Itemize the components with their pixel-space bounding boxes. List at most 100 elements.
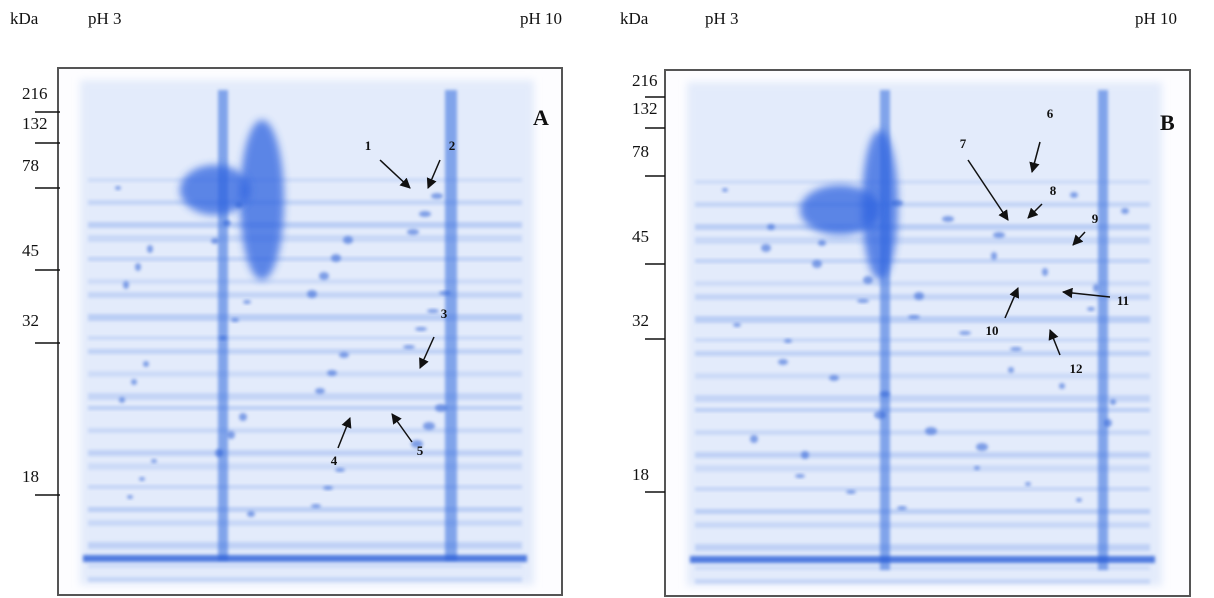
spot-number: 9 (1092, 211, 1099, 226)
gel-band (695, 338, 1150, 342)
gel-streak (880, 90, 890, 570)
gel-band (88, 507, 522, 512)
gel-spot (151, 459, 157, 463)
gel-spot (1093, 284, 1099, 292)
mw-marker-label: 132 (632, 99, 658, 118)
gel-spot (335, 468, 345, 472)
gel-spot (339, 352, 349, 358)
gel-band (695, 180, 1150, 184)
spot-arrow (1027, 203, 1043, 219)
gel-spot (846, 490, 856, 494)
gel-front (690, 556, 1155, 563)
gel-band (88, 450, 522, 456)
gel-spot (327, 370, 337, 376)
gel-spot (235, 202, 243, 208)
mw-marker-label: 132 (22, 114, 48, 133)
gel-band (88, 257, 522, 261)
gel-image (80, 80, 534, 585)
gel-spot (123, 281, 129, 289)
gel-band (88, 542, 522, 549)
gel-band (695, 237, 1150, 244)
panel-letter: B (1160, 110, 1175, 135)
kda-label: kDa (620, 9, 649, 28)
gel-band (88, 485, 522, 489)
gel-spot (891, 200, 903, 206)
gel-spot (243, 300, 251, 304)
gel-spot (818, 240, 826, 246)
gel-spot (147, 245, 153, 253)
gel-spot (993, 232, 1005, 238)
spot-number: 7 (960, 136, 967, 151)
gel-spot (1110, 399, 1116, 405)
gel-blob (180, 165, 250, 215)
gel-spot (767, 224, 775, 230)
gel-spot (415, 327, 427, 331)
ph-right-label: pH 10 (1135, 9, 1177, 28)
spot-arrow (426, 159, 441, 189)
gel-band (695, 465, 1150, 472)
gel-spot (247, 511, 255, 517)
gel-spot (223, 220, 231, 226)
gel-spot (1121, 208, 1129, 214)
gel-band (695, 522, 1150, 528)
spot-number: 11 (1117, 293, 1129, 308)
gel-band (695, 544, 1150, 551)
spot-arrow (1029, 141, 1041, 174)
gel-band (695, 487, 1150, 491)
gel-spot (1104, 419, 1112, 427)
gel-spot (1076, 498, 1082, 502)
gel-band (695, 452, 1150, 458)
panel-letter: A (533, 105, 549, 130)
gel-spot (942, 216, 954, 222)
spot-arrow (1072, 231, 1086, 246)
gel-spot (976, 443, 988, 451)
gel-spot (143, 361, 149, 367)
gel-streak (218, 90, 228, 560)
mw-marker-label: 216 (632, 71, 658, 90)
gel-spot (1008, 367, 1014, 373)
gel-spot (812, 260, 822, 268)
mw-marker-label: 18 (22, 467, 39, 486)
gel-spot (974, 466, 980, 470)
gel-spot (115, 186, 121, 190)
gel-spot (403, 345, 415, 349)
gel-band (695, 259, 1150, 263)
spot-number: 6 (1047, 106, 1054, 121)
gel-spot (1010, 347, 1022, 351)
gel-image (687, 82, 1162, 586)
gel-spot (311, 504, 321, 508)
gel-background (687, 82, 1162, 586)
spot-number: 8 (1050, 183, 1057, 198)
ph-left-label: pH 3 (705, 9, 739, 28)
gel-spot (1087, 307, 1095, 311)
gel-spot (119, 397, 125, 403)
gel-spot (959, 331, 971, 335)
gel-spot (231, 318, 239, 322)
gel-band (88, 406, 522, 410)
spot-number: 1 (365, 138, 372, 153)
gel-spot (761, 244, 771, 252)
gel-band (88, 393, 522, 400)
gel-spot (439, 291, 451, 295)
gel-spot (874, 411, 886, 419)
spot-number: 3 (441, 306, 448, 321)
gel-spot (908, 315, 920, 319)
gel-spot (139, 477, 145, 481)
gel-spot (219, 336, 227, 340)
spot-number: 2 (449, 138, 456, 153)
gel-spot (795, 474, 805, 478)
gel-band (695, 430, 1150, 435)
gel-band (88, 349, 522, 354)
gel-spot (307, 290, 317, 298)
spot-arrow (391, 413, 413, 443)
mw-marker-label: 78 (632, 142, 649, 161)
spot-arrow (379, 159, 411, 189)
mw-marker-label: 18 (632, 465, 649, 484)
gel-spot (863, 276, 873, 284)
gel-band (88, 564, 522, 568)
gel-spot (733, 323, 741, 327)
mw-marker-label: 78 (22, 156, 39, 175)
gel-spot (1025, 482, 1031, 486)
spot-number: 10 (986, 323, 999, 338)
